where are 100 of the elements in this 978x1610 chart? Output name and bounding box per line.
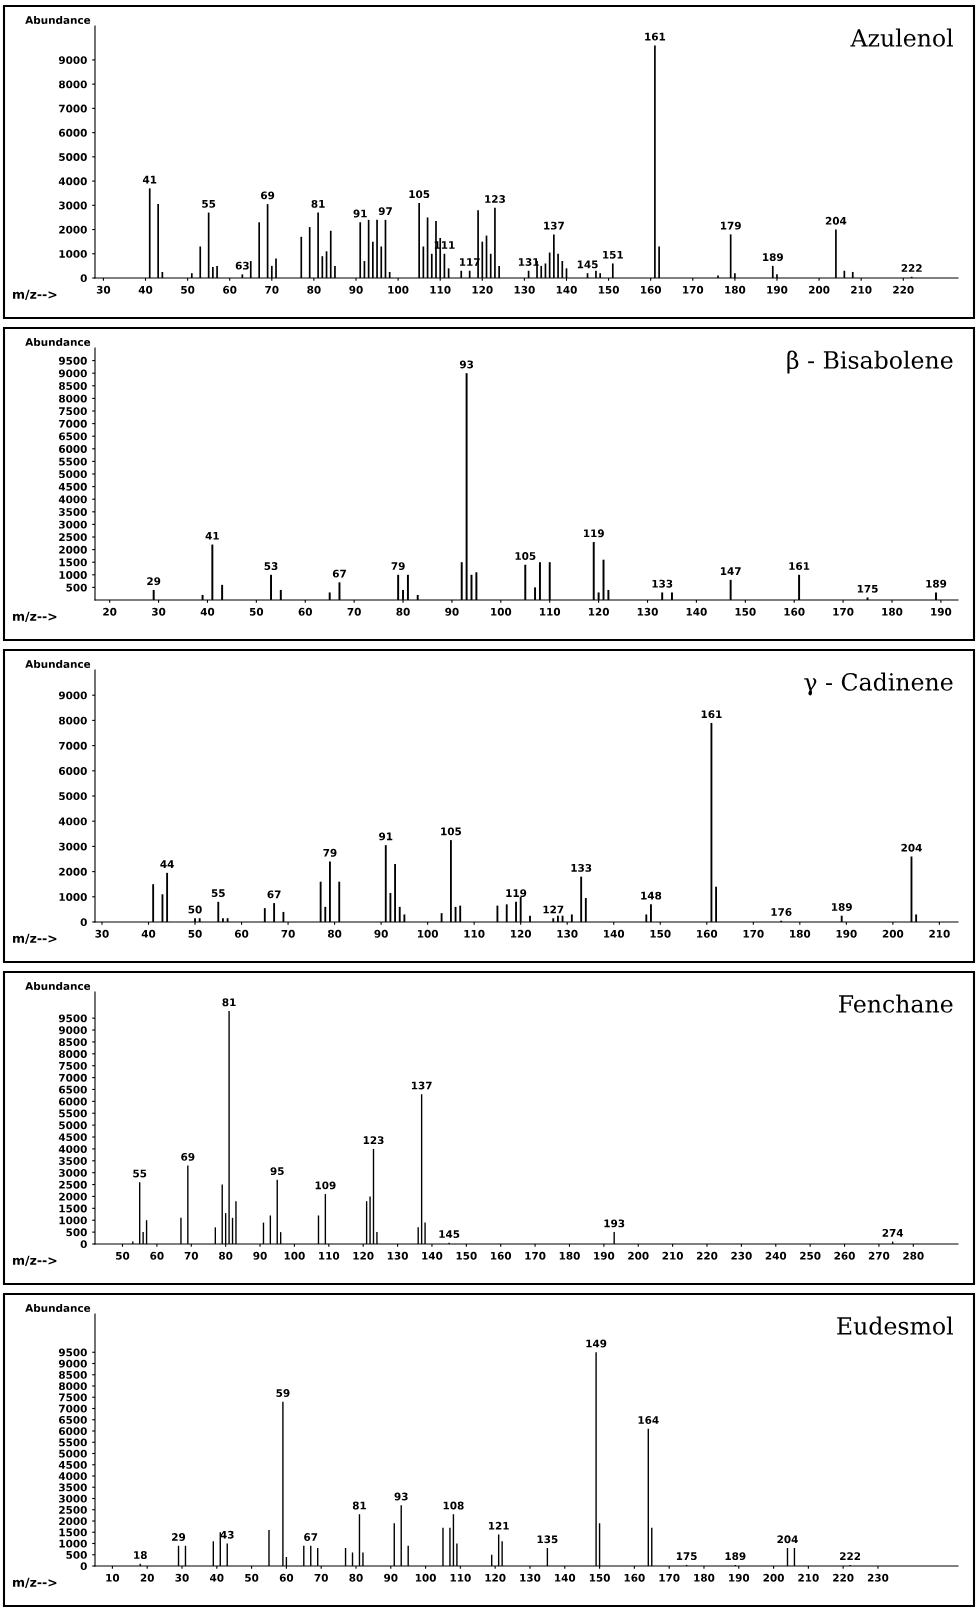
y-tick-label: 2500 <box>59 1180 87 1189</box>
y-tick-label: 2500 <box>59 533 87 542</box>
x-tick-label: 90 <box>384 1573 398 1582</box>
y-tick-label: 4000 <box>58 1472 87 1481</box>
annotation: 149 <box>586 1339 607 1348</box>
y-tick-label: 5500 <box>59 1109 87 1118</box>
y-axis-title: Abundance <box>25 981 91 990</box>
x-tick-label: 30 <box>96 285 111 294</box>
annotation: 81 <box>311 199 325 208</box>
x-tick-label: 60 <box>234 929 249 938</box>
x-tick-label: 120 <box>588 607 609 616</box>
x-tick-label: 250 <box>800 1251 821 1260</box>
x-tick-label: 20 <box>103 607 117 616</box>
annotation: 161 <box>645 32 666 41</box>
annotation: 81 <box>352 1501 366 1510</box>
x-tick-label: 240 <box>765 1251 787 1260</box>
x-tick-label: 50 <box>116 1251 130 1260</box>
annotation: 222 <box>840 1552 861 1560</box>
annotation: 67 <box>304 1533 318 1541</box>
annotation: 67 <box>332 569 346 578</box>
y-tick-label: 1000 <box>59 250 87 258</box>
annotation: 131 <box>518 258 539 266</box>
y-tick-label: 9500 <box>58 356 87 365</box>
annotation: 137 <box>544 221 564 230</box>
y-tick-label: 9500 <box>58 1348 87 1357</box>
y-tick-label: 2000 <box>59 867 87 876</box>
x-axis-title: m/z--> <box>13 1577 57 1588</box>
x-tick-label: 180 <box>725 285 746 294</box>
x-axis-title: m/z--> <box>13 611 57 622</box>
x-tick-label: 210 <box>662 1251 683 1260</box>
x-tick-label: 120 <box>472 285 493 294</box>
y-tick-label: 3000 <box>59 520 87 529</box>
chart-title: Eudesmol <box>837 1316 953 1335</box>
x-tick-label: 40 <box>200 607 215 616</box>
y-tick-label: 1500 <box>59 558 87 567</box>
x-tick-label: 120 <box>510 929 532 938</box>
x-tick-label: 210 <box>929 929 950 938</box>
x-axis-title: m/z--> <box>13 1255 57 1266</box>
annotation: 121 <box>488 1521 509 1530</box>
y-tick-label: 5000 <box>59 792 87 801</box>
x-tick-label: 50 <box>245 1573 259 1582</box>
annotation: 53 <box>264 562 278 570</box>
x-tick-label: 220 <box>893 285 914 294</box>
annotation: 137 <box>411 1081 432 1090</box>
x-tick-label: 190 <box>594 1251 615 1260</box>
x-tick-label: 200 <box>763 1573 784 1582</box>
y-tick-label: 5500 <box>59 457 87 466</box>
x-tick-label: 130 <box>557 929 578 938</box>
annotation: 123 <box>363 1136 384 1145</box>
x-tick-label: 130 <box>514 285 535 294</box>
x-tick-label: 110 <box>540 607 561 616</box>
annotation: 123 <box>485 195 505 203</box>
annotation: 164 <box>638 1416 659 1424</box>
x-tick-label: 170 <box>833 607 854 616</box>
annotation: 204 <box>777 1535 798 1544</box>
x-tick-label: 110 <box>450 1573 471 1582</box>
y-tick-label: 3500 <box>59 1157 87 1165</box>
x-tick-label: 230 <box>731 1251 752 1260</box>
annotation: 189 <box>763 253 783 262</box>
annotation: 105 <box>515 552 536 560</box>
x-tick-label: 60 <box>298 607 312 616</box>
x-tick-label: 140 <box>686 607 707 616</box>
y-tick-label: 5000 <box>59 153 87 161</box>
chart-title: γ - Cadinene <box>804 672 953 696</box>
x-tick-label: 110 <box>464 929 485 938</box>
x-tick-label: 30 <box>152 607 166 616</box>
annotation: 69 <box>181 1152 195 1161</box>
y-tick-label: 7000 <box>59 419 87 428</box>
x-tick-label: 40 <box>138 285 153 294</box>
x-tick-label: 130 <box>637 607 658 616</box>
y-tick-label: 7000 <box>59 741 87 750</box>
annotation: 95 <box>270 1167 284 1176</box>
x-tick-label: 60 <box>150 1251 164 1260</box>
y-tick-label: 8000 <box>59 80 87 89</box>
y-tick-label: 0 <box>80 918 87 927</box>
annotation: 109 <box>315 1181 336 1190</box>
annotation: 79 <box>391 562 405 570</box>
x-tick-label: 220 <box>696 1251 718 1260</box>
y-tick-label: 3000 <box>59 1168 87 1177</box>
y-tick-label: 4500 <box>58 482 87 491</box>
x-tick-label: 110 <box>430 285 451 294</box>
x-tick-label: 200 <box>809 285 830 294</box>
annotation: 175 <box>857 584 878 593</box>
x-tick-label: 190 <box>931 607 952 616</box>
y-tick-label: 6000 <box>59 445 87 453</box>
y-tick-label: 9000 <box>58 1026 87 1035</box>
x-tick-label: 90 <box>374 929 388 938</box>
x-tick-label: 40 <box>141 929 156 938</box>
annotation: 175 <box>676 1552 697 1561</box>
y-tick-label: 1000 <box>59 1216 87 1225</box>
x-tick-label: 180 <box>694 1573 715 1582</box>
annotation: 93 <box>459 360 474 369</box>
annotation: 105 <box>409 190 430 199</box>
y-tick-label: 2000 <box>59 545 87 554</box>
x-tick-label: 70 <box>281 929 295 938</box>
annotation: 119 <box>584 529 604 538</box>
x-tick-label: 10 <box>106 1573 120 1582</box>
y-tick-label: 3500 <box>59 508 87 516</box>
annotation: 189 <box>832 903 852 911</box>
annotation: 127 <box>543 905 564 914</box>
